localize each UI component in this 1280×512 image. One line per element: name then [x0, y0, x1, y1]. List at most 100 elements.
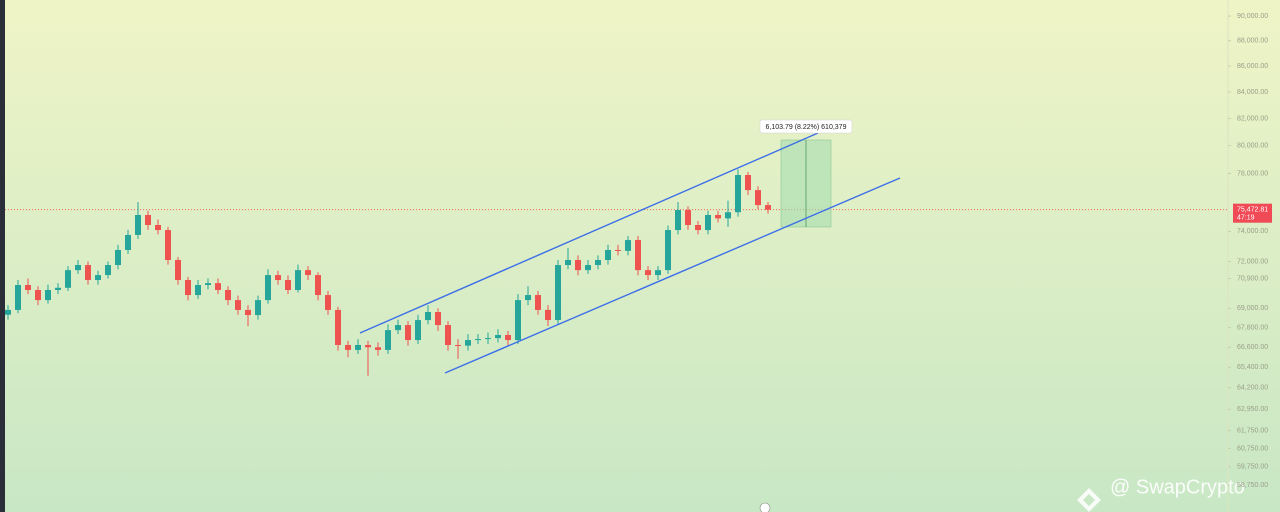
- candle-body: [285, 280, 291, 291]
- candle-body: [295, 270, 301, 291]
- candle-body: [525, 295, 531, 301]
- candle-body: [735, 175, 741, 213]
- candle-body: [385, 330, 391, 350]
- candle-body: [375, 347, 381, 350]
- candle-body: [205, 283, 211, 285]
- candle-body: [705, 214, 711, 231]
- candle-body: [485, 338, 491, 340]
- candle-body: [725, 212, 731, 219]
- candle-body: [465, 340, 471, 346]
- candle-body: [255, 300, 261, 316]
- candle-body: [535, 295, 541, 310]
- y-tick-label: 86,000.00: [1237, 63, 1268, 70]
- measure-label-box: [759, 119, 853, 134]
- candle-body: [145, 214, 151, 226]
- candle-body: [45, 290, 51, 301]
- candle-body: [55, 287, 61, 291]
- y-tick-label: 61,750.00: [1237, 427, 1268, 434]
- y-tick-label: 66,600.00: [1237, 344, 1268, 351]
- y-tick-label: 65,400.00: [1237, 364, 1268, 371]
- y-tick-label: 69,000.00: [1237, 305, 1268, 312]
- candle-body: [275, 275, 281, 281]
- channel-upper: [359, 132, 819, 334]
- y-tick-label: 64,200.00: [1237, 385, 1268, 392]
- candle-body: [475, 339, 481, 341]
- candle-body: [265, 275, 271, 301]
- candle-body: [35, 290, 41, 301]
- y-tick-label: 82,000.00: [1237, 115, 1268, 122]
- candle-body: [625, 240, 631, 251]
- candle-body: [195, 284, 201, 296]
- candle-body: [585, 265, 591, 271]
- candle-body: [565, 259, 571, 266]
- channel-lower: [444, 177, 901, 374]
- candle-body: [235, 300, 241, 310]
- candle-body: [665, 230, 671, 271]
- candle-body: [245, 309, 251, 316]
- candle-body: [425, 312, 431, 321]
- countdown: 47:19: [1237, 215, 1255, 222]
- candle-body: [105, 265, 111, 276]
- candle-body: [575, 259, 581, 271]
- y-tick-label: 60,750.00: [1237, 445, 1268, 452]
- candles: [5, 15, 1231, 486]
- y-tick-label: 70,900.00: [1237, 275, 1268, 282]
- candle-body: [65, 270, 71, 288]
- candle-body: [745, 175, 751, 191]
- y-tick-label: 84,000.00: [1237, 89, 1268, 96]
- candle-body: [355, 344, 361, 350]
- last-price-box: [1233, 203, 1272, 223]
- measure-label: 6,103.79 (8.22%) 610,379: [766, 124, 847, 131]
- candle-body: [415, 320, 421, 341]
- candle-body: [125, 234, 131, 250]
- candle-body: [175, 259, 181, 281]
- candle-body: [605, 249, 611, 260]
- y-tick-label: 80,000.00: [1237, 142, 1268, 149]
- candle-body: [215, 283, 221, 291]
- candle-body: [435, 312, 441, 326]
- candle-body: [185, 280, 191, 296]
- candle-body: [495, 334, 501, 339]
- candle-body: [675, 210, 681, 231]
- candle-body: [595, 259, 601, 266]
- candle-body: [695, 225, 701, 231]
- watermark-logo: [1077, 488, 1101, 512]
- candle-body: [645, 270, 651, 276]
- candle-body: [615, 249, 621, 251]
- scroll-icon: [759, 502, 771, 512]
- y-tick-label: 62,950.00: [1237, 406, 1268, 413]
- y-tick-label: 67,800.00: [1237, 324, 1268, 331]
- candle-body: [85, 265, 91, 281]
- candle-body: [445, 325, 451, 345]
- y-tick-label: 74,000.00: [1237, 228, 1268, 235]
- left-edge: [0, 0, 5, 512]
- last-price-label: 75,472.81: [1237, 207, 1268, 214]
- candle-body: [155, 225, 161, 231]
- candle-body: [685, 210, 691, 226]
- candle-body: [755, 190, 761, 206]
- candle-body: [95, 275, 101, 281]
- candle-body: [315, 275, 321, 296]
- candle-body: [75, 265, 81, 271]
- candle-body: [305, 270, 311, 276]
- candle-body: [135, 214, 141, 235]
- candle-body: [115, 249, 121, 266]
- candle-body: [505, 334, 511, 341]
- candle-body: [325, 295, 331, 310]
- y-tick-label: 90,000.00: [1237, 13, 1268, 20]
- candle-body: [545, 309, 551, 321]
- candle-body: [395, 325, 401, 331]
- candle-body: [365, 344, 371, 348]
- y-tick-label: 59,750.00: [1237, 464, 1268, 471]
- candle-body: [15, 284, 21, 310]
- candle-body: [765, 205, 771, 210]
- y-tick-label: 72,000.00: [1237, 258, 1268, 265]
- candle-body: [25, 284, 31, 291]
- candle-body: [335, 309, 341, 345]
- candle-body: [455, 344, 461, 346]
- y-tick-label: 58,750.00: [1237, 482, 1268, 489]
- candle-body: [655, 270, 661, 276]
- candle-body: [405, 325, 411, 341]
- candle-body: [345, 344, 351, 350]
